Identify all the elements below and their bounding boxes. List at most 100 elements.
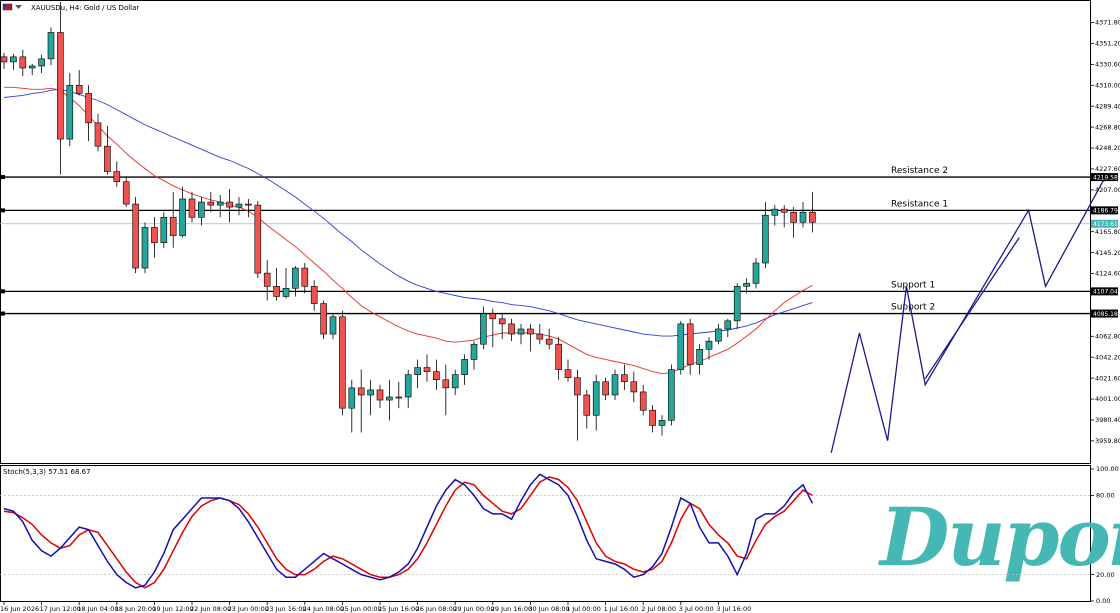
candle-body — [470, 343, 478, 360]
candle-body — [235, 203, 243, 208]
candle-body — [451, 374, 459, 389]
y-tick-label: 4062.80 — [1095, 332, 1120, 340]
candle-body — [339, 316, 346, 409]
y-tick-label: 4289.40 — [1095, 102, 1120, 110]
x-tick-label: 18 Jun 04:00 — [77, 605, 118, 613]
candle-body — [639, 391, 647, 411]
i-tick-label: 20.00 — [1096, 571, 1115, 579]
flag-icon-stripe — [3, 4, 7, 7]
x-tick-label: 22 Jun 08:00 — [190, 605, 231, 613]
level-tag-bg-2 — [1091, 287, 1118, 296]
x-tick-label: 29 Jun 00:00 — [453, 605, 494, 613]
candle-body — [574, 377, 581, 396]
x-tick-label: 1 Jul 00:00 — [566, 605, 601, 613]
candles — [0, 2, 816, 441]
candle-body — [75, 84, 83, 94]
x-tick-label: 24 Jun 08:00 — [303, 605, 344, 613]
pattern-lines — [830, 179, 1105, 454]
current-price-tag-bg — [1091, 219, 1118, 228]
level-tag-3: 4085.18 — [1093, 311, 1118, 318]
dupoin-logo: Dupoin — [878, 490, 1120, 584]
candle-body — [414, 367, 421, 375]
y-tick-label: 3980.40 — [1095, 416, 1120, 424]
candle-body — [480, 313, 487, 345]
candle-body — [696, 348, 703, 365]
candle-body — [141, 227, 149, 269]
x-tick-label: 25 Jun 00:00 — [340, 605, 381, 613]
candle-body — [733, 286, 741, 322]
candle-body — [273, 286, 280, 297]
x-tick-label: 29 Jun 16:00 — [491, 605, 532, 613]
y-tick-label: 4248.20 — [1095, 144, 1120, 152]
candle-body — [151, 227, 158, 243]
x-tick-label: 25 Jun 16:00 — [378, 605, 419, 613]
candle-body — [226, 201, 233, 208]
candle-body — [348, 387, 356, 409]
y-tick-label: 4042.20 — [1095, 353, 1120, 361]
level-label-2: Support 1 — [891, 280, 935, 290]
y-tick-label: 4268.80 — [1095, 123, 1120, 131]
candle-body — [282, 288, 290, 297]
level-marker-1 — [0, 208, 5, 213]
candle-body — [630, 381, 638, 393]
candle-body — [508, 323, 515, 335]
candle-body — [66, 84, 74, 140]
candle-body — [179, 198, 186, 236]
candle-body — [404, 374, 412, 398]
x-tick-label: 30 Jun 08:00 — [528, 605, 569, 613]
candle-body — [724, 320, 732, 330]
candle-body — [668, 369, 675, 421]
level-tag-1: 4186.79 — [1093, 208, 1118, 215]
candle-body — [498, 318, 506, 325]
x-tick-label: 3 Jul 16:00 — [716, 605, 751, 613]
y-tick-label: 4371.80 — [1095, 19, 1120, 27]
candle-body — [602, 381, 609, 396]
level-tag-bg-3 — [1091, 309, 1118, 318]
ma-fast-line — [4, 86, 813, 375]
candle-body — [536, 333, 544, 340]
dropdown-triangle-icon[interactable] — [15, 5, 22, 9]
candle-body — [489, 313, 497, 320]
y-tick-label: 4124.60 — [1095, 270, 1120, 278]
candle-body — [555, 343, 562, 370]
candle-body — [10, 56, 17, 63]
x-tick-label: 2 Jul 08:00 — [641, 605, 676, 613]
candle-body — [47, 32, 55, 60]
stochastic-lines — [0, 473, 1090, 589]
price-tags: 4219.58 4186.79 4107.04 4085.18 4173.61 — [1091, 173, 1118, 318]
level-label-3: Support 2 — [891, 303, 935, 313]
candle-body — [649, 409, 656, 426]
level-tag-2: 4107.04 — [1093, 289, 1118, 296]
level-tag-bg-1 — [1091, 206, 1118, 215]
stoch-signal-line — [3, 476, 813, 589]
y-tick-label: 4145.20 — [1095, 249, 1120, 257]
chart-header: XAUUSDu, H4: Gold / US Dollar — [2, 3, 139, 12]
candle-body — [686, 323, 694, 365]
x-tick-label: 16 Jun 2026 — [0, 605, 39, 613]
candle-body — [160, 216, 168, 243]
y-tick-label: 4351.20 — [1095, 40, 1120, 48]
candle-body — [433, 371, 440, 381]
level-marker-2 — [0, 289, 5, 294]
y-tick-label: 4310.00 — [1095, 81, 1120, 89]
y-tick-label: 4207.00 — [1095, 186, 1120, 194]
x-tick-label: 3 Jul 00:00 — [679, 605, 714, 613]
candle-body — [85, 93, 92, 124]
y-tick-label: 3959.80 — [1095, 437, 1120, 445]
current-price-tag: 4173.61 — [1093, 221, 1118, 228]
candle-body — [790, 211, 797, 223]
x-tick-label: 23 Jun 00:00 — [228, 605, 269, 613]
x-tick-label: 26 Jun 08:00 — [416, 605, 457, 613]
candle-body — [207, 201, 215, 206]
candle-body — [705, 340, 713, 350]
candle-body — [386, 396, 393, 401]
candle-body — [292, 267, 299, 289]
x-tick-label: 1 Jul 16:00 — [604, 605, 639, 613]
candle-body — [461, 359, 468, 375]
candle-body — [611, 374, 619, 396]
x-tick-label: 19 Jun 12:00 — [152, 605, 193, 613]
x-tick-label: 18 Jun 20:00 — [115, 605, 156, 613]
candle-body — [57, 32, 64, 140]
candle-body — [188, 198, 196, 218]
